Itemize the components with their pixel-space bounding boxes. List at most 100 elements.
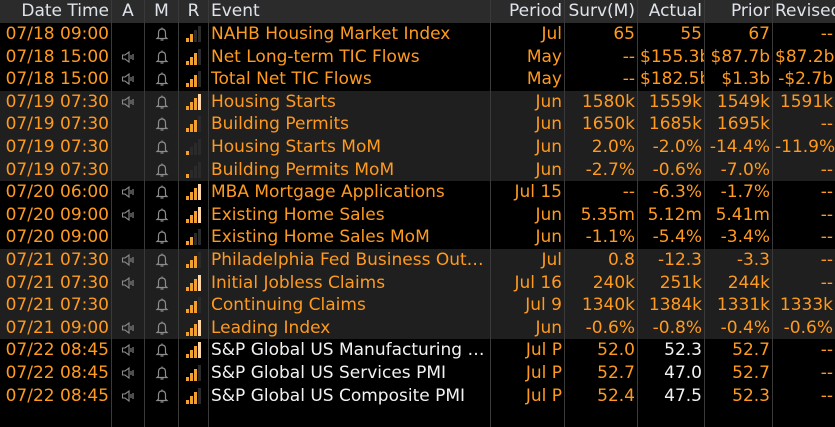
audio-cell[interactable] — [112, 203, 145, 227]
alert-cell[interactable] — [145, 384, 179, 408]
bell-icon[interactable] — [155, 388, 169, 404]
bell-icon[interactable] — [155, 116, 169, 132]
alert-cell[interactable] — [145, 316, 179, 340]
audio-cell[interactable] — [112, 135, 145, 159]
speaker-icon[interactable] — [121, 389, 135, 403]
event-cell[interactable]: Continuing Claims — [209, 294, 491, 317]
header-alert[interactable]: M — [145, 0, 179, 23]
bell-icon[interactable] — [155, 94, 169, 110]
speaker-icon[interactable] — [121, 366, 135, 380]
event-cell[interactable]: Existing Home Sales — [209, 203, 491, 227]
event-cell[interactable]: Net Long-term TIC Flows — [209, 45, 491, 69]
table-row[interactable]: 07/18 15:00 Net Long-term TIC Flows May -- $… — [0, 45, 835, 69]
alert-cell[interactable] — [145, 361, 179, 385]
speaker-icon[interactable] — [121, 95, 135, 109]
speaker-icon[interactable] — [121, 185, 135, 199]
alert-cell[interactable] — [145, 135, 179, 159]
table-row[interactable]: 07/19 07:30 Building Permits Jun 1650k 1685k… — [0, 113, 835, 136]
audio-cell[interactable] — [112, 248, 145, 272]
header-prior[interactable]: Prior — [705, 0, 773, 23]
bell-icon[interactable] — [155, 342, 169, 358]
audio-cell[interactable] — [112, 68, 145, 91]
table-row[interactable]: 07/22 08:45 S&P Global US Composite PMI Ju… — [0, 384, 835, 408]
table-row[interactable]: 07/22 08:45 S&P Global US Manufacturing P… — [0, 339, 835, 362]
event-cell[interactable]: S&P Global US Composite PMI — [209, 384, 491, 408]
bell-icon[interactable] — [155, 252, 169, 268]
alert-cell[interactable] — [145, 45, 179, 69]
bell-icon[interactable] — [155, 365, 169, 381]
alert-cell[interactable] — [145, 339, 179, 362]
alert-cell[interactable] — [145, 90, 179, 114]
table-row[interactable]: 07/20 06:00 MBA Mortgage Applications Jul … — [0, 181, 835, 204]
event-cell[interactable]: Building Permits MoM — [209, 158, 491, 182]
bell-icon[interactable] — [155, 162, 169, 178]
audio-cell[interactable] — [112, 271, 145, 295]
alert-cell[interactable] — [145, 181, 179, 204]
speaker-icon[interactable] — [121, 208, 135, 222]
bell-icon[interactable] — [155, 320, 169, 336]
audio-cell[interactable] — [112, 384, 145, 408]
bell-icon[interactable] — [155, 297, 169, 313]
header-survey[interactable]: Surv(M) — [565, 0, 638, 23]
table-row[interactable]: 07/19 07:30 Building Permits MoM Jun -2.7% -… — [0, 158, 835, 182]
table-row[interactable]: 07/19 07:30 Housing Starts MoM Jun 2.0% -2.0… — [0, 135, 835, 159]
speaker-icon[interactable] — [121, 276, 135, 290]
bell-icon[interactable] — [155, 139, 169, 155]
header-audio[interactable]: A — [112, 0, 145, 23]
bell-icon[interactable] — [155, 207, 169, 223]
speaker-icon[interactable] — [121, 253, 135, 267]
event-cell[interactable]: Building Permits — [209, 113, 491, 136]
speaker-icon[interactable] — [121, 343, 135, 357]
event-cell[interactable]: S&P Global US Manufacturing P... — [211, 339, 491, 362]
header-actual[interactable]: Actual — [638, 0, 705, 23]
table-row[interactable]: 07/20 09:00 Existing Home Sales Jun 5.35m 5.… — [0, 203, 835, 227]
speaker-icon[interactable] — [121, 50, 135, 64]
alert-cell[interactable] — [145, 203, 179, 227]
audio-cell[interactable] — [112, 158, 145, 182]
audio-cell[interactable] — [112, 361, 145, 385]
bell-icon[interactable] — [155, 71, 169, 87]
event-cell[interactable]: Philadelphia Fed Business Outlo... — [211, 248, 491, 272]
header-datetime[interactable]: Date Time — [0, 0, 112, 23]
event-cell[interactable]: Housing Starts — [209, 90, 491, 114]
table-row[interactable]: 07/21 07:30 Philadelphia Fed Business Out… — [0, 248, 835, 272]
header-period[interactable]: Period — [491, 0, 565, 23]
event-cell[interactable]: Housing Starts MoM — [209, 135, 491, 159]
table-row[interactable]: 07/21 07:30 Continuing Claims Jul 9 1340k 13… — [0, 294, 835, 317]
audio-cell[interactable] — [112, 226, 145, 249]
audio-cell[interactable] — [112, 181, 145, 204]
table-row[interactable]: 07/22 08:45 S&P Global US Services PMI Jul… — [0, 361, 835, 385]
event-cell[interactable]: Initial Jobless Claims — [209, 271, 491, 295]
bell-icon[interactable] — [155, 26, 169, 42]
audio-cell[interactable] — [112, 23, 145, 46]
alert-cell[interactable] — [145, 23, 179, 46]
audio-cell[interactable] — [112, 339, 145, 362]
bell-icon[interactable] — [155, 49, 169, 65]
table-row[interactable]: 07/21 09:00 Leading Index Jun -0.6% -0.8% -0.… — [0, 316, 835, 340]
header-event[interactable]: Event — [209, 0, 491, 23]
table-row[interactable]: 07/18 09:00 NAHB Housing Market Index Jul 6… — [0, 23, 835, 46]
audio-cell[interactable] — [112, 294, 145, 317]
event-cell[interactable]: Existing Home Sales MoM — [209, 226, 491, 249]
table-row[interactable]: 07/21 07:30 Initial Jobless Claims Jul 16 2… — [0, 271, 835, 295]
event-cell[interactable]: MBA Mortgage Applications — [209, 181, 491, 204]
table-row[interactable]: 07/20 09:00 Existing Home Sales MoM Jun -1.… — [0, 226, 835, 249]
alert-cell[interactable] — [145, 158, 179, 182]
header-revised[interactable]: Revised — [775, 1, 835, 21]
table-row[interactable]: 07/19 07:30 Housing Starts Jun 1580k 1559k 15… — [0, 90, 835, 114]
alert-cell[interactable] — [145, 113, 179, 136]
alert-cell[interactable] — [145, 226, 179, 249]
audio-cell[interactable] — [112, 113, 145, 136]
alert-cell[interactable] — [145, 294, 179, 317]
alert-cell[interactable] — [145, 68, 179, 91]
speaker-icon[interactable] — [121, 321, 135, 335]
alert-cell[interactable] — [145, 271, 179, 295]
speaker-icon[interactable] — [121, 72, 135, 86]
bell-icon[interactable] — [155, 229, 169, 245]
header-relevance[interactable]: R — [179, 0, 209, 23]
audio-cell[interactable] — [112, 45, 145, 69]
bell-icon[interactable] — [155, 184, 169, 200]
audio-cell[interactable] — [112, 90, 145, 114]
event-cell[interactable]: Total Net TIC Flows — [209, 68, 491, 91]
event-cell[interactable]: S&P Global US Services PMI — [209, 361, 491, 385]
